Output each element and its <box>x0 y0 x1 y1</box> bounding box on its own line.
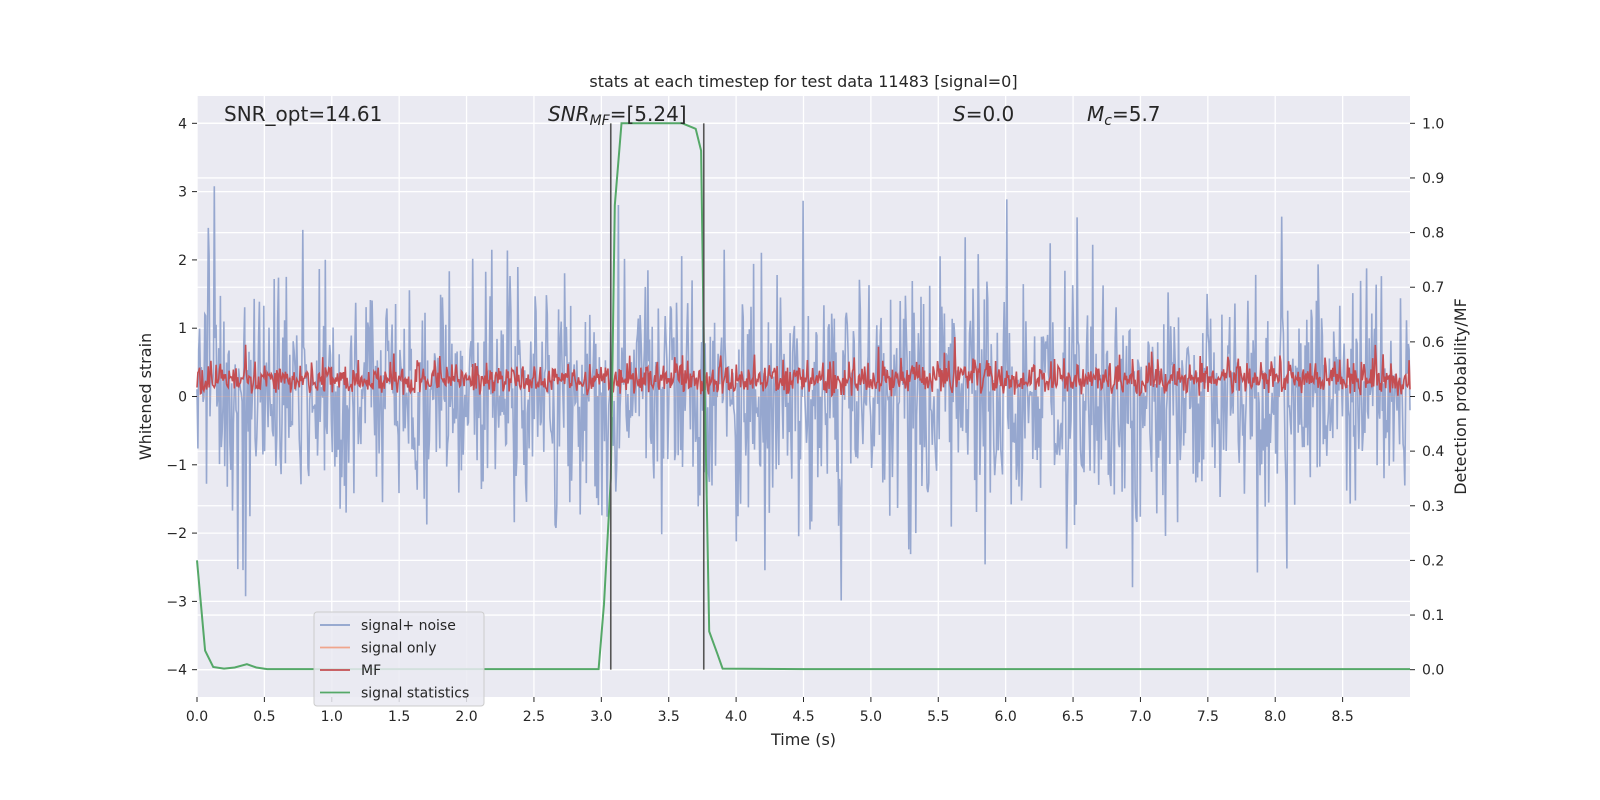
y-tick-label-left: 3 <box>178 185 187 201</box>
y-tick-label-right: 0.1 <box>1422 608 1444 624</box>
annotation-snr-mf-subscript: MF <box>590 113 611 129</box>
legend-box <box>313 611 485 707</box>
x-tick-label: 5.0 <box>860 709 882 725</box>
vertical-markers <box>609 123 705 670</box>
annotation-mc-subscript: c <box>1104 113 1112 129</box>
y-tick-label-left: 0 <box>178 390 187 406</box>
y-tick-label-right: 0.0 <box>1422 663 1444 679</box>
legend-label: MF <box>361 663 381 679</box>
annotations: SNR_opt=14.61 SNRMF=[5.24] S=0.0 Mc=5.7 <box>224 102 1161 129</box>
y-tick-label-right: 0.3 <box>1422 499 1444 515</box>
y-tick-label-left: 1 <box>178 321 187 337</box>
legend: signal+ noise signal only MF signal statist… <box>313 611 485 707</box>
x-tick-label: 8.0 <box>1264 709 1286 725</box>
series-line-signal-noise <box>196 186 1411 601</box>
y-tick-label-right: 0.9 <box>1422 171 1444 187</box>
y-axis-label-right: Detection probability/MF <box>1451 298 1470 495</box>
x-tick-label: 0.5 <box>253 709 275 725</box>
annotation-snr-mf: SNRMF=[5.24] <box>548 102 687 129</box>
annotation-mc: Mc=5.7 <box>1087 102 1161 129</box>
x-tick-label: 1.0 <box>321 709 343 725</box>
x-tick-label: 3.5 <box>658 709 680 725</box>
x-tick-label: 4.0 <box>725 709 747 725</box>
annotation-mc-symbol: M <box>1087 102 1104 126</box>
y-tick-label-right: 0.6 <box>1422 335 1444 351</box>
axes: 0.0 0.5 1.0 1.5 2.0 2.5 3.0 3.5 4.0 4.5 5.0 5.5 6.0 6… <box>166 116 1444 725</box>
y-tick-label-left: 2 <box>178 253 187 269</box>
annotation-s-value: =0.0 <box>966 102 1015 126</box>
x-tick-label: 6.0 <box>995 709 1017 725</box>
x-tick-label: 4.5 <box>792 709 814 725</box>
x-tick-label: 0.0 <box>186 709 208 725</box>
legend-label: signal+ noise <box>361 618 456 634</box>
series-signal-noise <box>196 186 1411 601</box>
y-tick-label-left: −4 <box>166 663 187 679</box>
x-axis-label: Time (s) <box>770 730 836 749</box>
y-axis-label-left: Whitened strain <box>136 333 155 460</box>
x-tick-label: 2.0 <box>455 709 477 725</box>
x-tick-label: 2.5 <box>523 709 545 725</box>
y-tick-label-right: 0.7 <box>1422 280 1444 296</box>
legend-label: signal only <box>361 641 436 657</box>
x-tick-label: 7.0 <box>1129 709 1151 725</box>
y-tick-label-left: −1 <box>166 458 187 474</box>
x-tick-label: 8.5 <box>1331 709 1353 725</box>
y-tick-label-left: −3 <box>166 594 187 610</box>
annotation-s-symbol: S <box>953 102 966 126</box>
legend-label: signal statistics <box>361 686 469 702</box>
y-tick-label-right: 1.0 <box>1422 116 1444 132</box>
x-tick-label: 7.5 <box>1197 709 1219 725</box>
annotation-mc-value: =5.7 <box>1112 102 1161 126</box>
annotation-snr-mf-value: =[5.24] <box>610 102 687 126</box>
annotation-snr-mf-symbol: SNR <box>548 102 590 126</box>
y-tick-label-left: 4 <box>178 116 187 132</box>
series-line-mf <box>196 336 1411 398</box>
x-tick-label: 6.5 <box>1062 709 1084 725</box>
series-line-signal-statistics <box>196 122 1410 671</box>
x-tick-label: 5.5 <box>927 709 949 725</box>
y-tick-label-right: 0.2 <box>1422 553 1444 569</box>
y-tick-label-right: 0.5 <box>1422 390 1444 406</box>
y-tick-label-left: −2 <box>166 526 187 542</box>
annotation-s: S=0.0 <box>953 102 1014 126</box>
annotation-snr-opt: SNR_opt=14.61 <box>224 102 382 126</box>
series-mf <box>196 336 1411 398</box>
y-tick-label-right: 0.8 <box>1422 226 1444 242</box>
x-tick-label: 3.0 <box>590 709 612 725</box>
chart-title: stats at each timestep for test data 114… <box>589 72 1017 91</box>
y-tick-label-right: 0.4 <box>1422 444 1444 460</box>
x-tick-label: 1.5 <box>388 709 410 725</box>
